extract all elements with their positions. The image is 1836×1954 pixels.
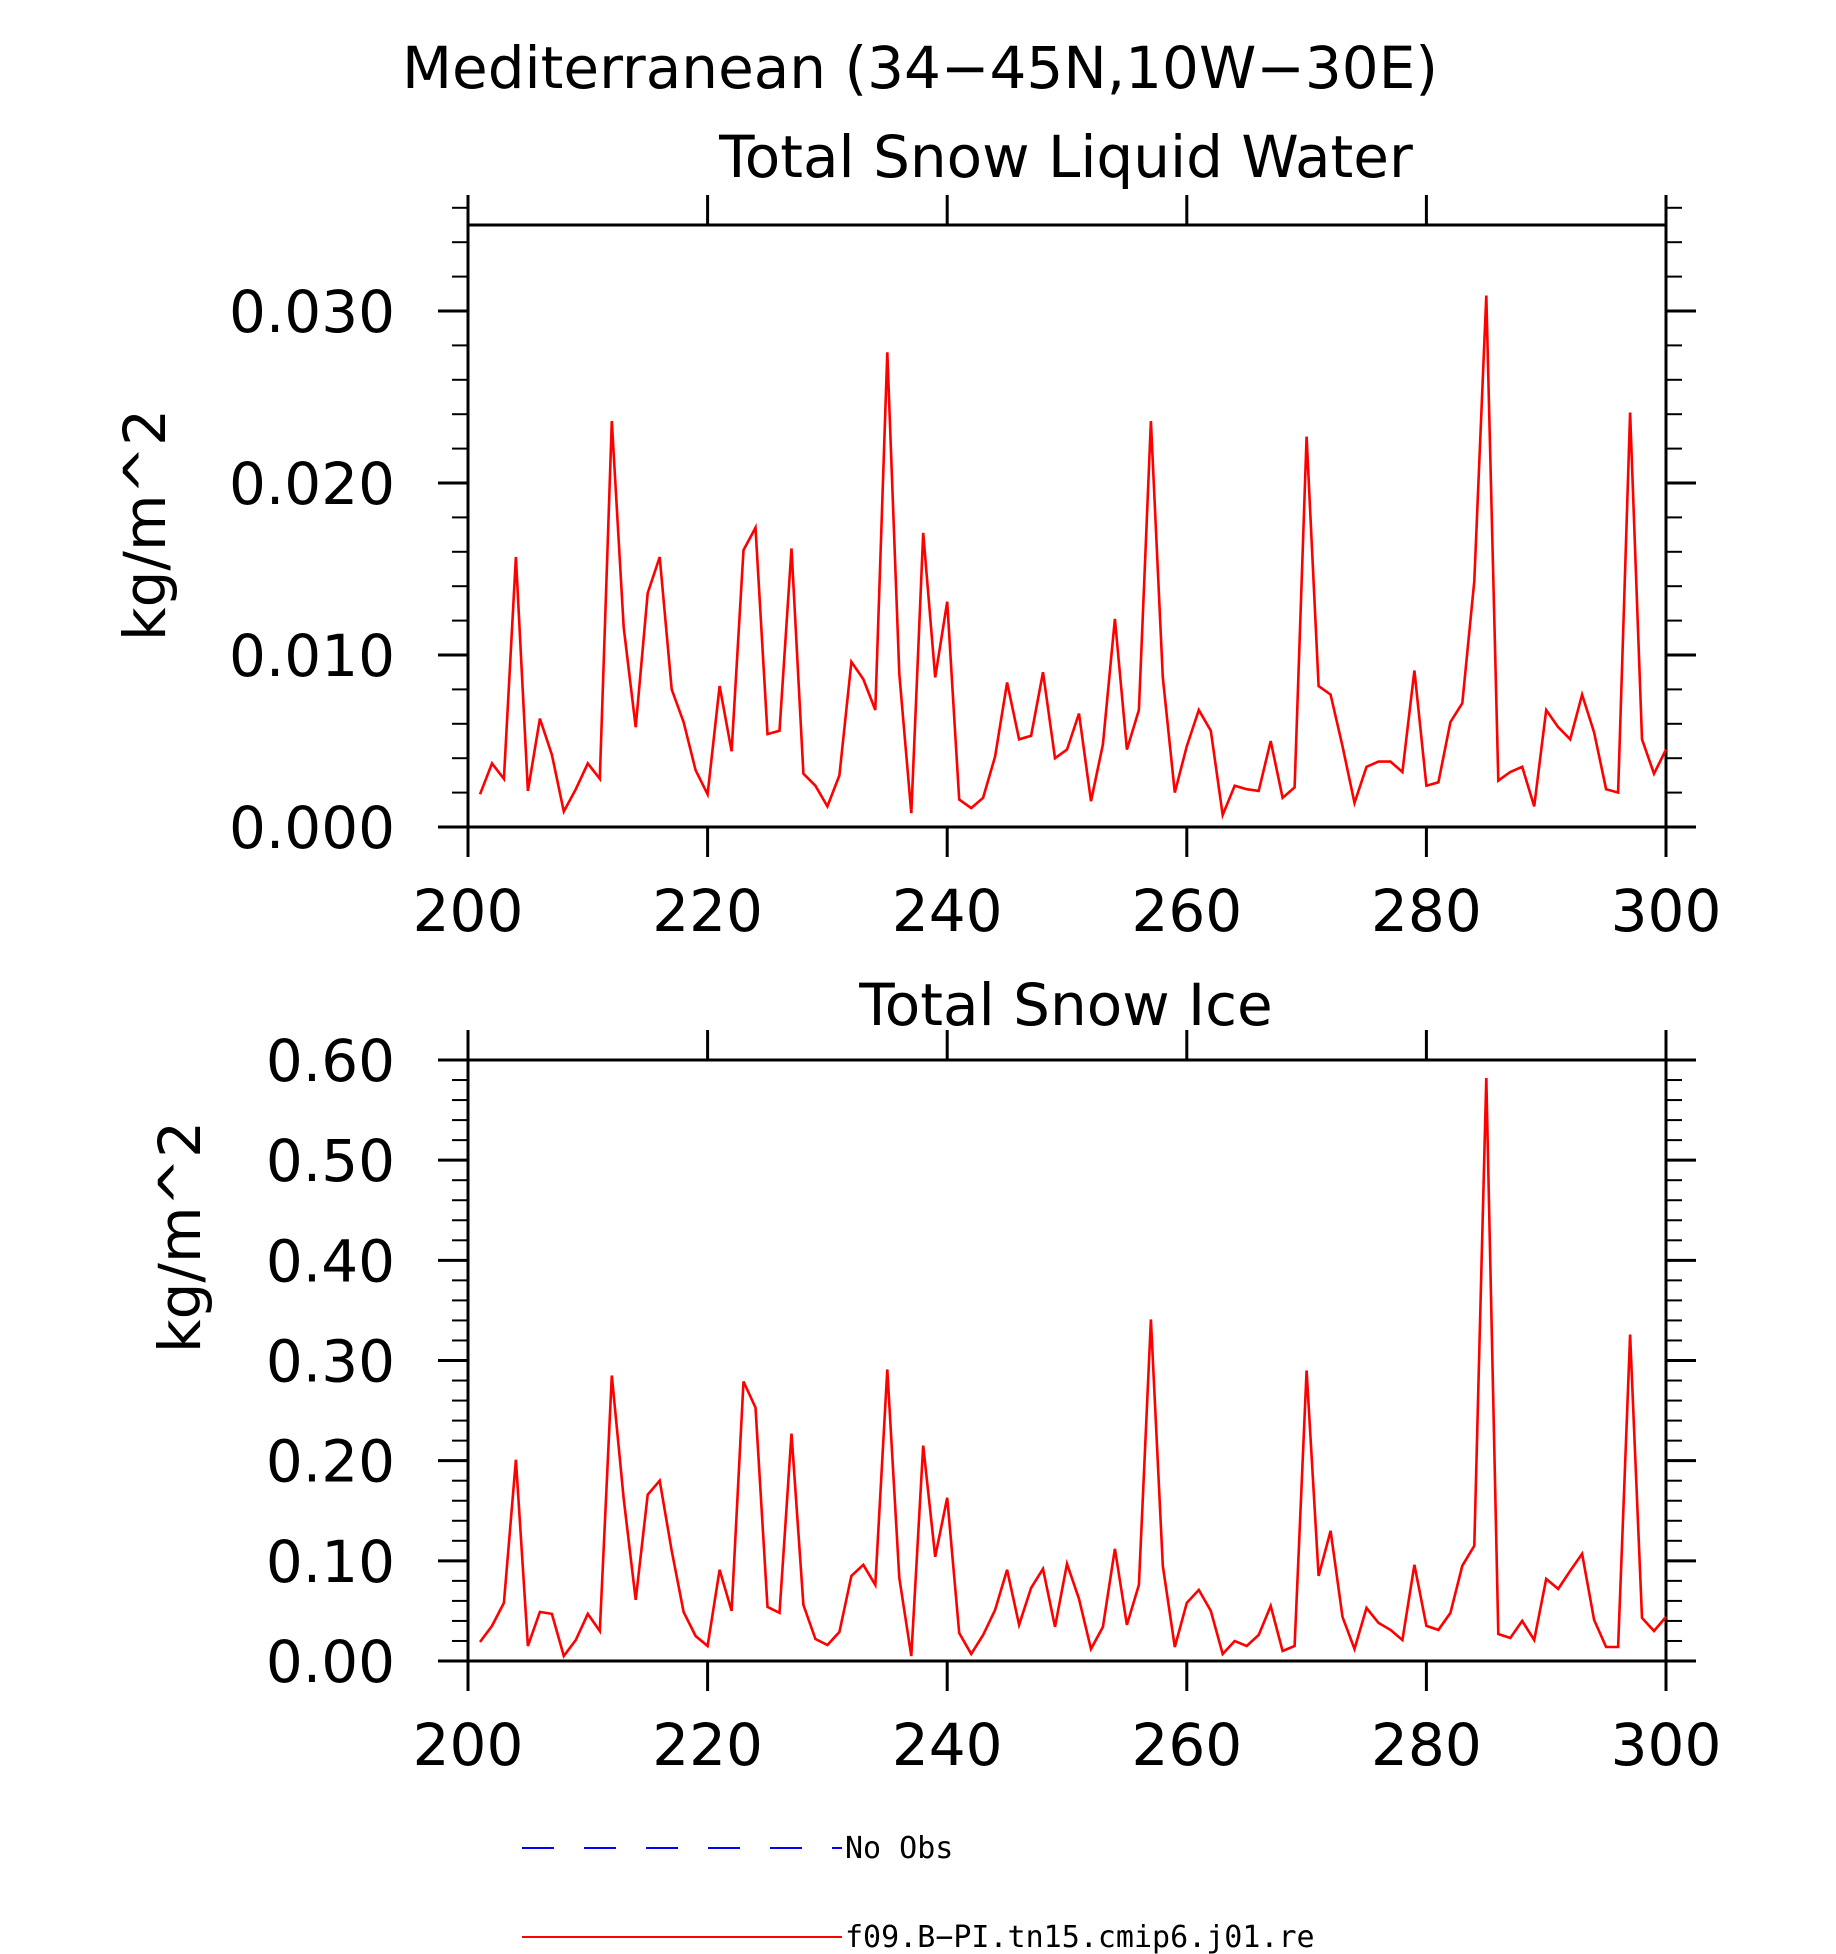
y-tick-label: 0.40 — [266, 1227, 395, 1295]
plot-frame — [466, 223, 1668, 829]
chart-title: Total Snow Ice — [858, 971, 1273, 1039]
y-tick-label: 0.030 — [229, 278, 395, 346]
legend: No Obs f09.B−PI.tn15.cmip6.j01.re — [522, 1831, 1315, 1954]
x-tick-label: 240 — [892, 877, 1003, 945]
y-tick-label: 0.10 — [266, 1528, 395, 1596]
y-axis-label: kg/m^2 — [111, 409, 179, 641]
legend-label-model: f09.B−PI.tn15.cmip6.j01.re — [845, 1920, 1315, 1954]
y-tick-label: 0.010 — [229, 622, 395, 690]
axes — [438, 1030, 1696, 1691]
legend-label-no-obs: No Obs — [845, 1831, 953, 1866]
x-tick-label: 220 — [652, 1711, 763, 1779]
chart-panel-snow-liquid-water: Total Snow Liquid Water kg/m^2 0.000 0.01… — [111, 123, 1721, 945]
y-tick-label: 0.50 — [266, 1127, 395, 1195]
y-axis-label: kg/m^2 — [146, 1121, 214, 1353]
x-tick-label: 300 — [1611, 877, 1722, 945]
chart-panel-snow-ice: Total Snow Ice kg/m^2 0.000.100.200.300.… — [146, 971, 1721, 1779]
x-tick-label: 260 — [1131, 877, 1242, 945]
y-tick-label: 0.00 — [266, 1628, 395, 1696]
axes — [438, 195, 1696, 857]
series-group — [478, 1077, 1667, 1659]
y-tick-label: 0.000 — [229, 794, 395, 862]
y-tick-labels: 0.000 0.010 0.020 0.030 — [229, 278, 395, 862]
x-tick-labels: 200 220 240 260 280 300 — [413, 1711, 1722, 1779]
x-tick-label: 280 — [1371, 1711, 1482, 1779]
y-tick-label: 0.20 — [266, 1428, 395, 1496]
x-tick-label: 220 — [652, 877, 763, 945]
x-tick-label: 260 — [1131, 1711, 1242, 1779]
x-tick-label: 300 — [1611, 1711, 1722, 1779]
series-line — [478, 295, 1668, 820]
chart-title: Total Snow Liquid Water — [718, 123, 1413, 191]
x-tick-labels: 200 220 240 260 280 300 — [413, 877, 1722, 945]
y-tick-label: 0.30 — [266, 1328, 395, 1396]
y-tick-label: 0.020 — [229, 450, 395, 518]
x-tick-label: 200 — [413, 1711, 524, 1779]
y-tick-label: 0.60 — [266, 1027, 395, 1095]
y-tick-labels: 0.00 0.10 0.20 0.30 0.40 0.50 0.60 — [266, 1027, 395, 1696]
x-tick-label: 240 — [892, 1711, 1003, 1779]
x-tick-label: 200 — [413, 877, 524, 945]
x-tick-label: 280 — [1371, 877, 1482, 945]
series-line — [478, 1077, 1667, 1659]
series-group — [478, 295, 1668, 820]
figure-title: Mediterranean (34−45N,10W−30E) — [402, 34, 1438, 102]
